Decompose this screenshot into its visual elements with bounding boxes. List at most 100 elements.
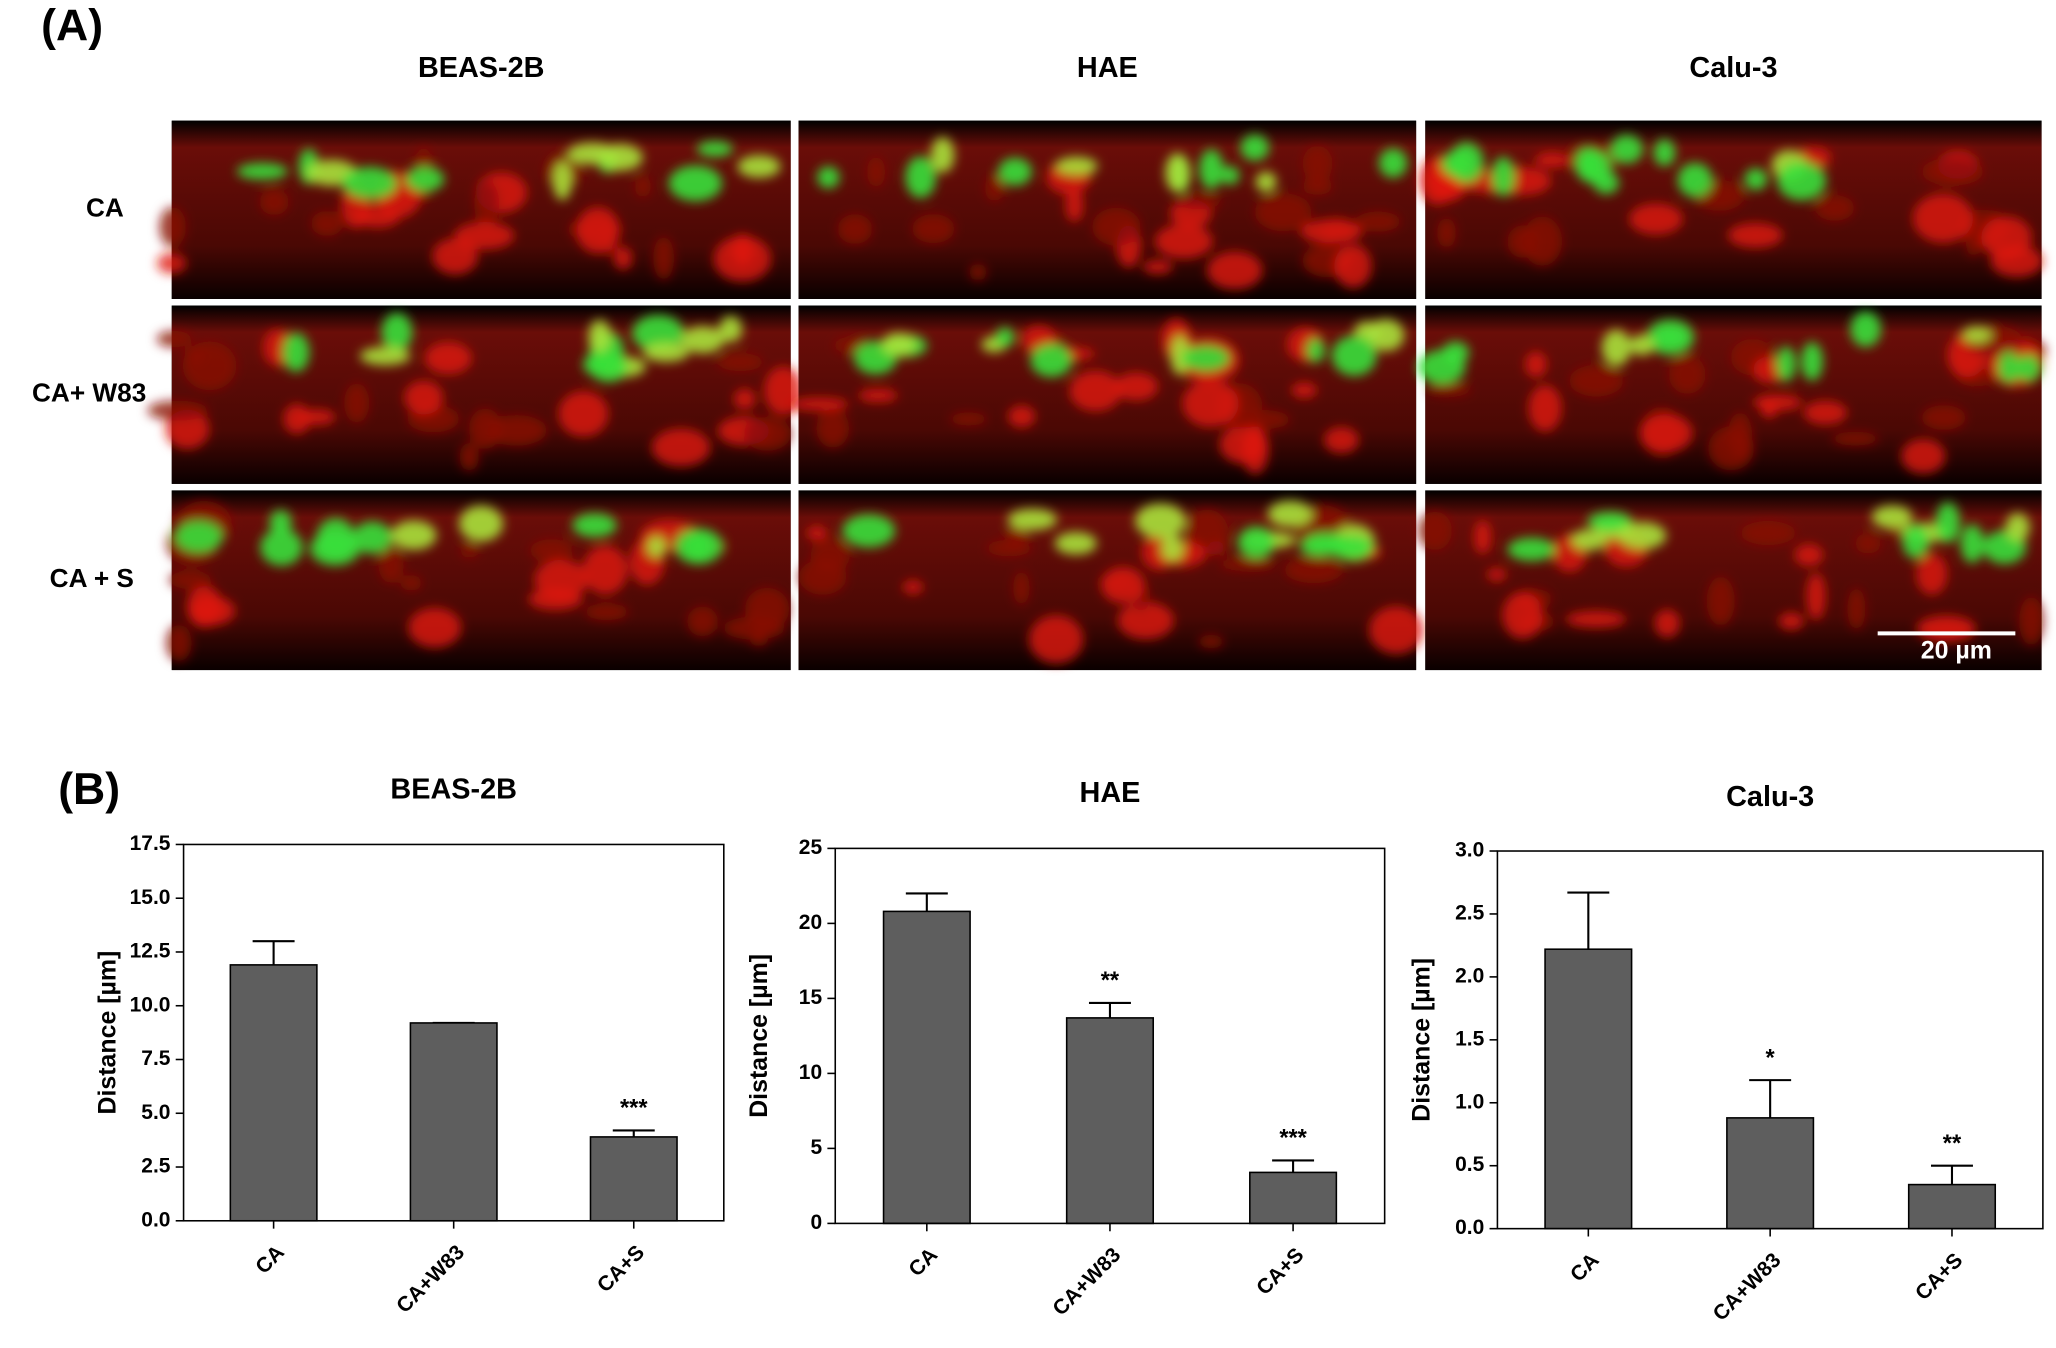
red-signal [806, 525, 828, 541]
red-signal [1473, 520, 1492, 555]
y-tick-label: 7.5 [141, 1047, 170, 1070]
image-texture [1417, 311, 2047, 474]
red-signal [1008, 405, 1036, 428]
green-signal [352, 521, 393, 554]
red-signal [1182, 380, 1239, 428]
green-signal [1220, 166, 1240, 185]
y-tick-label: 1.5 [1455, 1027, 1484, 1050]
red-signal [1794, 543, 1824, 567]
y-tick-label: 15 [799, 986, 823, 1009]
red-signal [1004, 526, 1029, 548]
green-signal [1007, 508, 1058, 531]
red-signal [733, 388, 756, 410]
micrograph [789, 305, 1417, 484]
green-signal [1850, 311, 1882, 347]
green-signal [2015, 354, 2042, 382]
green-signal [1744, 168, 1768, 191]
red-signal [157, 252, 187, 274]
red-signal [1525, 351, 1547, 378]
x-tick-label: CA [1566, 1249, 1604, 1287]
red-signal [1706, 576, 1735, 626]
red-signal [1815, 195, 1855, 221]
red-signal [283, 403, 311, 434]
bar-chart: HAE Distance [µm] 0 5 10 15 20 25 CA ** CA+W83 *** C… [745, 777, 1386, 1320]
green-signal [1777, 161, 1827, 201]
significance-label: ** [1943, 1131, 1962, 1157]
green-signal [1629, 334, 1655, 356]
red-signal [902, 580, 924, 595]
y-tick-label: 20 [799, 911, 822, 934]
red-signal [311, 210, 344, 237]
green-signal [842, 514, 896, 548]
red-signal [1334, 244, 1372, 289]
green-signal [1902, 524, 1930, 559]
green-signal [405, 166, 445, 192]
green-signal [1199, 149, 1224, 190]
green-signal [1601, 329, 1631, 367]
column-label: HAE [1077, 52, 1138, 84]
red-signal [1847, 587, 1866, 630]
y-tick-label: 10 [799, 1061, 822, 1084]
green-signal [632, 314, 685, 352]
green-signal [696, 141, 734, 157]
image-texture [166, 500, 790, 662]
red-signal [1528, 385, 1562, 432]
red-signal [1778, 612, 1804, 630]
red-signal [1912, 193, 1974, 243]
green-signal [1367, 319, 1405, 352]
red-signal [1206, 251, 1263, 290]
x-tick-label: CA+S [593, 1241, 649, 1297]
green-signal [1961, 326, 1992, 343]
green-signal [930, 137, 955, 173]
green-signal [589, 351, 628, 383]
red-signal [1427, 383, 1472, 397]
green-signal [1960, 524, 1984, 563]
red-signal [2019, 596, 2044, 646]
green-signal [1331, 335, 1377, 376]
micrograph [1419, 120, 2043, 299]
red-signal [1916, 553, 1948, 595]
scale-bar-label: 20 µm [1921, 636, 1992, 664]
red-signal [1323, 426, 1359, 454]
plot-frame [834, 847, 1386, 1225]
y-tick-label: 25 [799, 836, 823, 859]
red-signal [529, 539, 573, 562]
green-signal [1030, 343, 1073, 378]
bar [882, 910, 971, 1225]
red-signal [169, 570, 212, 590]
green-signal [1801, 341, 1823, 381]
red-signal [1417, 511, 1453, 551]
bar [589, 1136, 678, 1222]
red-signal [584, 603, 629, 621]
red-signal [1369, 606, 1424, 655]
red-signal [1101, 566, 1145, 604]
image-texture [1417, 502, 2044, 646]
green-signal [1303, 532, 1350, 551]
green-signal [1054, 531, 1097, 555]
green-signal [1055, 156, 1098, 176]
red-signal [858, 388, 898, 403]
y-tick-label: 2.5 [1455, 902, 1484, 925]
red-signal [147, 400, 208, 421]
y-tick-label: 3.0 [1455, 839, 1484, 862]
green-signal [1165, 153, 1190, 193]
red-signal [984, 174, 1005, 202]
y-tick-label: 15.0 [130, 886, 171, 909]
green-signal [684, 530, 711, 562]
red-signal [1300, 219, 1363, 244]
green-signal [1653, 139, 1676, 167]
micrograph [1417, 490, 2044, 671]
red-signal [576, 206, 620, 254]
green-signal [1575, 146, 1602, 182]
significance-label: *** [1279, 1126, 1307, 1152]
red-signal [816, 408, 850, 448]
x-tick-label: CA+W83 [392, 1241, 469, 1318]
image-texture [817, 134, 1408, 290]
green-signal [597, 144, 643, 171]
micrograph [1417, 305, 2047, 484]
red-signal [1803, 400, 1848, 425]
green-signal [1507, 537, 1556, 562]
red-signal [743, 416, 791, 451]
red-signal [1502, 591, 1543, 639]
bar-chart: BEAS-2B Distance [µm] 0.0 2.5 5.0 7.5 10.0 12.5… [93, 773, 725, 1318]
